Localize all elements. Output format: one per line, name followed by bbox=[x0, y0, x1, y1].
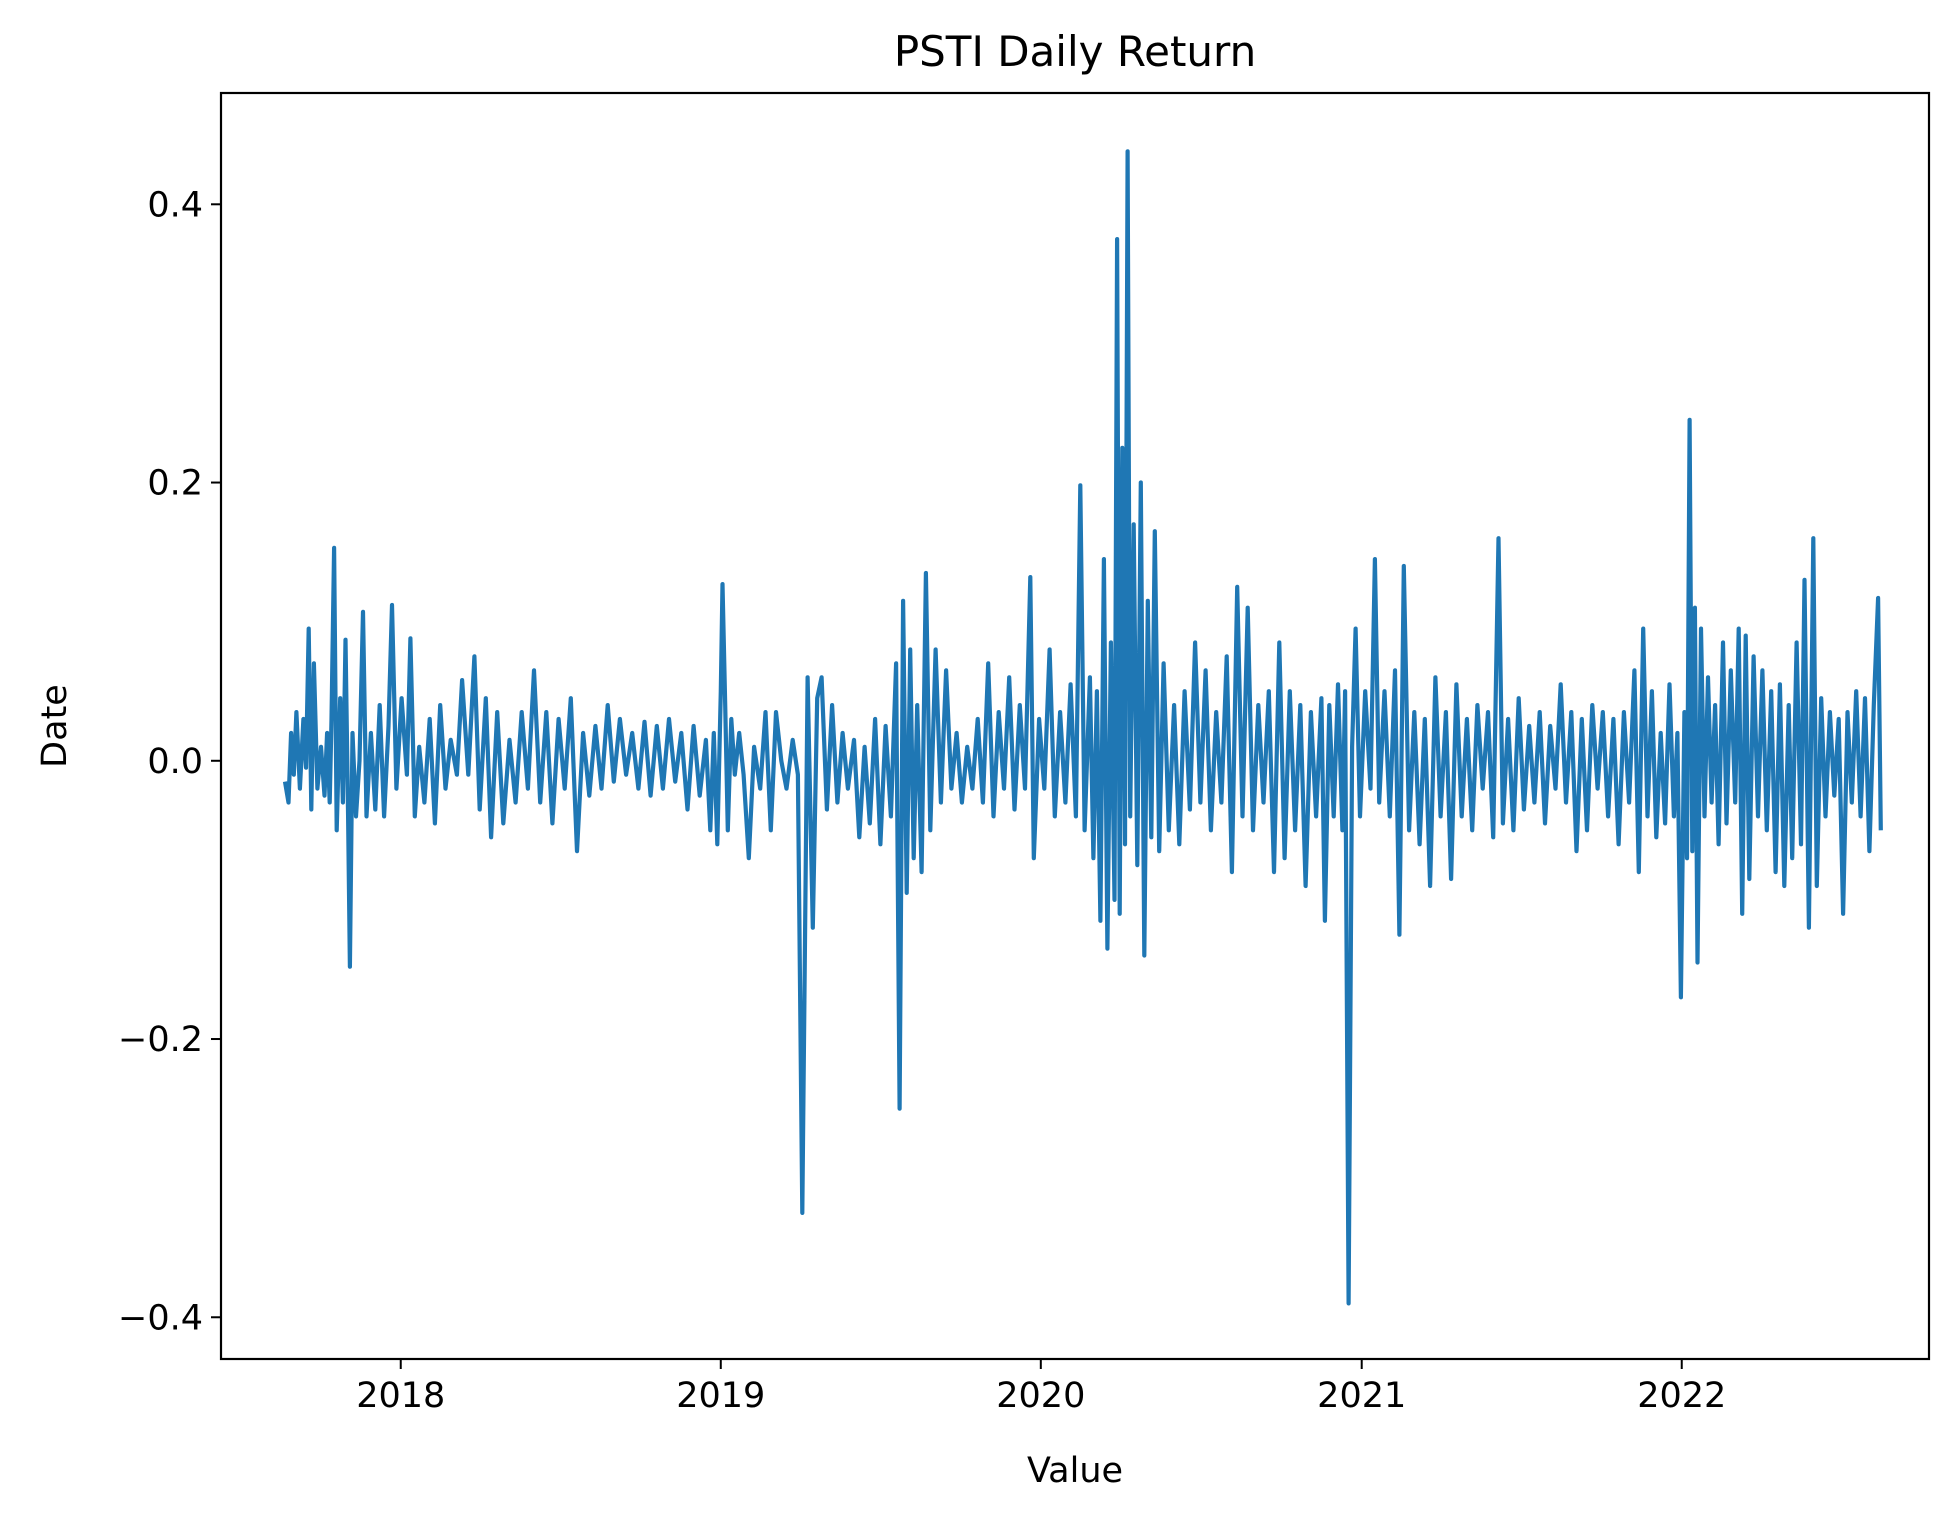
plot-frame bbox=[219, 91, 1931, 1361]
y-tick-label: 0.2 bbox=[147, 464, 203, 504]
y-tick-label: 0.0 bbox=[147, 742, 203, 782]
chart-title: PSTI Daily Return bbox=[894, 27, 1256, 76]
y-tick-label: 0.4 bbox=[147, 185, 203, 225]
series-line-0 bbox=[282, 149, 1883, 1306]
y-tick-label: −0.4 bbox=[118, 1298, 203, 1338]
x-axis: 2018 2019 2020 2021 2022 bbox=[356, 1359, 1726, 1416]
x-tick-label: 2018 bbox=[356, 1376, 445, 1416]
x-tick-label: 2021 bbox=[1317, 1376, 1406, 1416]
y-axis: 0.4 0.2 0.0 −0.2 −0.4 bbox=[118, 185, 221, 1338]
x-axis-label: Value bbox=[1027, 1451, 1123, 1491]
x-tick-label: 2020 bbox=[996, 1376, 1085, 1416]
y-tick-label: −0.2 bbox=[118, 1020, 203, 1060]
series-layer bbox=[282, 149, 1883, 1306]
y-axis-label: Date bbox=[35, 684, 75, 768]
x-tick-label: 2022 bbox=[1637, 1376, 1726, 1416]
x-tick-label: 2019 bbox=[676, 1376, 765, 1416]
